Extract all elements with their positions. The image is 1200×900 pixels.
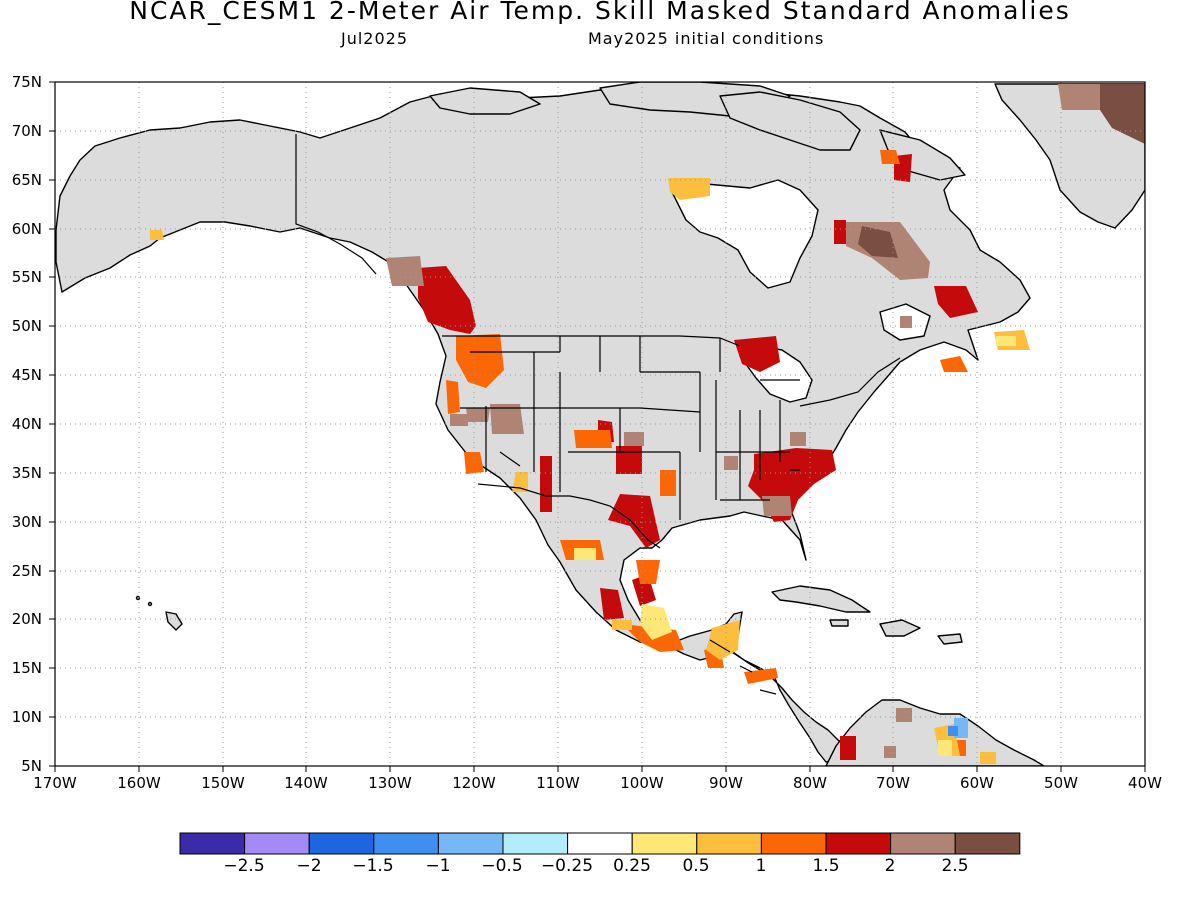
north-america-landmass xyxy=(55,87,1031,763)
lat-label-65n: 65N xyxy=(11,171,42,189)
colorbar xyxy=(179,832,1021,855)
colorbar-label: 0.5 xyxy=(682,856,710,876)
colorbar-swatch xyxy=(244,832,310,855)
lat-label-50n: 50N xyxy=(11,317,42,335)
chart-title: NCAR_CESM1 2-Meter Air Temp. Skill Maske… xyxy=(129,0,1071,25)
colorbar-label: −0.25 xyxy=(540,856,594,876)
colorbar-swatch xyxy=(825,832,892,855)
lat-label-20n: 20N xyxy=(11,610,42,628)
political-boundaries xyxy=(295,134,901,695)
arctic-islands xyxy=(429,87,541,115)
colorbar-label: −2.5 xyxy=(223,856,265,876)
colorbar-swatch xyxy=(567,832,633,855)
lon-label-60w: 60W xyxy=(960,774,994,792)
colorbar-swatch xyxy=(373,832,439,855)
lat-label-70n: 70N xyxy=(11,122,42,140)
south-america-north xyxy=(825,699,1045,766)
lon-label-120w: 120W xyxy=(452,774,496,792)
lat-label-45n: 45N xyxy=(11,366,42,384)
graticule xyxy=(55,82,1145,766)
colorbar-label: 2 xyxy=(884,856,896,876)
colorbar-label: 1 xyxy=(755,856,767,876)
lat-label-60n: 60N xyxy=(11,220,42,238)
lon-label-170w: 170W xyxy=(33,774,77,792)
colorbar-swatch xyxy=(696,832,762,855)
state-lines xyxy=(460,336,800,520)
colorbar-label: −2 xyxy=(296,856,322,876)
lon-label-130w: 130W xyxy=(368,774,412,792)
us-mexico-border xyxy=(477,483,661,549)
lat-label-15n: 15N xyxy=(11,659,42,677)
lon-label-70w: 70W xyxy=(876,774,910,792)
lon-label-80w: 80W xyxy=(793,774,827,792)
lon-label-40w: 40W xyxy=(1128,774,1162,792)
hudson-bay xyxy=(671,179,819,289)
lon-label-90w: 90W xyxy=(709,774,743,792)
lat-label-25n: 25N xyxy=(11,562,42,580)
lat-label-10n: 10N xyxy=(11,708,42,726)
colorbar-swatch xyxy=(890,832,956,855)
colorbar-swatch xyxy=(760,832,827,855)
lat-label-40n: 40N xyxy=(11,415,42,433)
colorbar-swatch xyxy=(502,832,569,855)
colorbar-swatch xyxy=(437,832,504,855)
colorbar-label: 0.25 xyxy=(613,856,651,876)
colorbar-label: −1 xyxy=(425,856,451,876)
lat-label-75n: 75N xyxy=(11,73,42,91)
lon-label-150w: 150W xyxy=(201,774,245,792)
colorbar-label: −1.5 xyxy=(352,856,394,876)
mexico-central-america-border xyxy=(709,639,777,695)
axis-ticks xyxy=(49,81,1146,772)
colorbar-label: 1.5 xyxy=(812,856,840,876)
lat-label-5n: 5N xyxy=(21,757,42,775)
lat-label-55n: 55N xyxy=(11,268,42,286)
colorbar-swatch xyxy=(631,832,698,855)
alaska-canada-border xyxy=(295,134,377,275)
lon-label-100w: 100W xyxy=(620,774,664,792)
hawaii xyxy=(165,611,183,631)
lon-label-50w: 50W xyxy=(1044,774,1078,792)
colorbar-swatch xyxy=(308,832,375,855)
jamaica xyxy=(829,619,849,627)
colorbar-swatch xyxy=(954,832,1021,855)
anomaly-shading xyxy=(150,84,1145,764)
valid-month-label: Jul2025 xyxy=(341,29,409,48)
colorbar-label: −0.5 xyxy=(481,856,523,876)
colorbar-label: 2.5 xyxy=(941,856,969,876)
lat-label-30n: 30N xyxy=(11,513,42,531)
lon-label-140w: 140W xyxy=(284,774,328,792)
cuba xyxy=(771,585,871,613)
initial-conditions-label: May2025 initial conditions xyxy=(588,29,825,48)
lon-label-110w: 110W xyxy=(536,774,580,792)
colorbar-swatch xyxy=(179,832,246,855)
hispaniola xyxy=(879,619,921,637)
lat-label-35n: 35N xyxy=(11,464,42,482)
lon-label-160w: 160W xyxy=(117,774,161,792)
